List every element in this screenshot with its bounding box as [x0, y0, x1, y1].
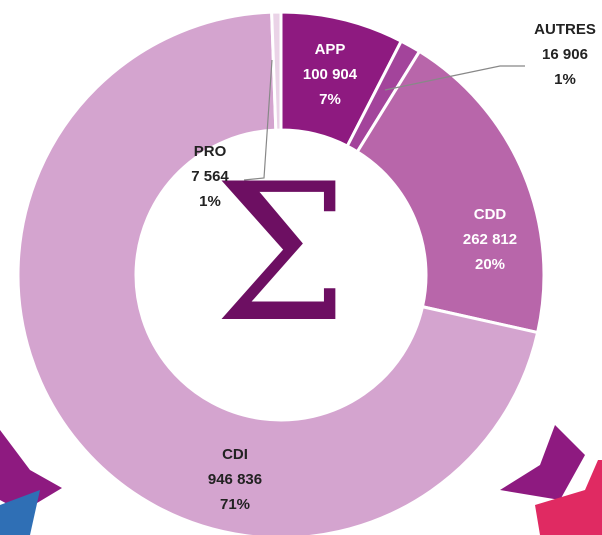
segment-value: 7 564 [191, 168, 229, 185]
donut [16, 10, 546, 535]
labels: APP 100 904 7% AUTRES 16 906 1% CDD 262 812 20% C… [191, 21, 596, 513]
segment-value: 16 906 [542, 46, 588, 63]
segment-name: PRO [194, 143, 227, 160]
donut-segment [355, 49, 546, 335]
segment-name: APP [315, 41, 346, 58]
segment-percent: 1% [199, 193, 221, 210]
segment-percent: 1% [554, 71, 576, 88]
segment-percent: 71% [220, 496, 250, 513]
segment-percent: 7% [319, 91, 341, 108]
leader-line [384, 65, 525, 91]
donut-segment [16, 10, 540, 535]
segment-percent: 20% [475, 256, 505, 273]
segment-value: 946 836 [208, 471, 262, 488]
decoration-left [0, 430, 62, 535]
donut-segment [270, 10, 283, 132]
sigma-icon: Σ [214, 143, 348, 364]
segment-name: CDD [474, 206, 507, 223]
chevron [535, 460, 602, 535]
leader-line [243, 59, 273, 181]
segment-name: CDI [222, 446, 248, 463]
segment-name: AUTRES [534, 21, 596, 38]
chevron [0, 490, 40, 535]
chevron [0, 430, 62, 512]
decoration-right [500, 425, 602, 535]
chevron [500, 425, 585, 500]
segment-value: 262 812 [463, 231, 517, 248]
segment-value: 100 904 [303, 66, 358, 83]
